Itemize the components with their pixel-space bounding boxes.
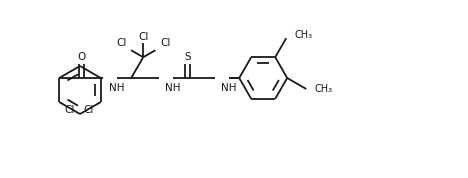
Text: Cl: Cl [84,105,94,115]
Text: O: O [77,52,85,62]
Text: CH₃: CH₃ [314,84,332,94]
Text: Cl: Cl [116,38,126,48]
Text: CH₃: CH₃ [294,30,312,40]
Text: NH: NH [109,83,124,93]
Text: S: S [184,52,190,62]
Text: NH: NH [165,83,181,93]
Text: Cl: Cl [160,38,170,48]
Text: Cl: Cl [138,32,148,42]
Text: Cl: Cl [64,105,74,115]
Text: NH: NH [221,83,237,93]
